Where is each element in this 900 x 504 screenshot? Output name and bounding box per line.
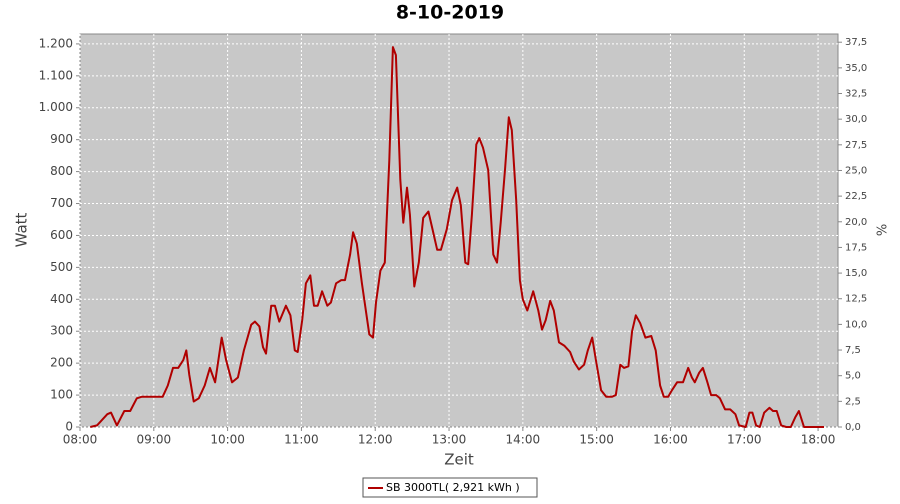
- y2-tick-label: 22,5: [845, 191, 867, 202]
- y-tick-label: 800: [50, 164, 73, 178]
- y2-tick-label: 20,0: [845, 217, 867, 228]
- x-tick-label: 08:00: [63, 433, 98, 447]
- y2-tick-label: 2,5: [845, 396, 861, 407]
- y-tick-label: 1.200: [39, 36, 73, 50]
- y2-tick-label: 25,0: [845, 165, 867, 176]
- x-tick-label: 09:00: [137, 433, 172, 447]
- x-axis-label: Zeit: [444, 451, 474, 469]
- y-tick-label: 200: [50, 356, 73, 370]
- y-tick-label: 500: [50, 260, 73, 274]
- x-tick-label: 15:00: [579, 433, 614, 447]
- y-tick-label: 1.000: [39, 100, 73, 114]
- x-tick-label: 18:00: [801, 433, 836, 447]
- y-axis-label: Watt: [13, 212, 31, 247]
- y-tick-label: 400: [50, 292, 73, 306]
- x-tick-label: 12:00: [358, 433, 393, 447]
- y2-tick-label: 7,5: [845, 345, 861, 356]
- plot-area: [79, 33, 839, 428]
- y-tick-label: 600: [50, 228, 73, 242]
- y-tick-label: 300: [50, 324, 73, 338]
- series-line: [90, 46, 824, 428]
- y2-tick-label: 32,5: [845, 89, 867, 100]
- y2-tick-label: 15,0: [845, 268, 867, 279]
- y2-tick-label: 30,0: [845, 114, 867, 125]
- x-tick-label: 14:00: [506, 433, 541, 447]
- x-tick-label: 13:00: [432, 433, 467, 447]
- legend-label: SB 3000TL( 2,921 kWh ): [386, 481, 520, 494]
- x-tick-label: 11:00: [284, 433, 319, 447]
- chart-title: 8-10-2019: [396, 2, 504, 24]
- y-tick-label: 900: [50, 132, 73, 146]
- y2-tick-label: 17,5: [845, 242, 867, 253]
- y2-tick-label: 35,0: [845, 63, 867, 74]
- y2-tick-label: 10,0: [845, 319, 867, 330]
- y2-tick-label: 0,0: [845, 422, 861, 433]
- y-tick-label: 700: [50, 196, 73, 210]
- x-tick-label: 17:00: [727, 433, 762, 447]
- y2-tick-label: 27,5: [845, 140, 867, 151]
- y2-tick-label: 12,5: [845, 294, 867, 305]
- y2-axis-label: %: [876, 224, 891, 236]
- y2-tick-label: 37,5: [845, 37, 867, 48]
- y2-tick-label: 5,0: [845, 371, 861, 382]
- x-tick-label: 10:00: [210, 433, 245, 447]
- legend: [362, 477, 538, 498]
- x-tick-label: 16:00: [653, 433, 688, 447]
- y-tick-label: 0: [65, 420, 73, 434]
- y-tick-label: 1.100: [39, 68, 73, 82]
- y-tick-label: 100: [50, 388, 73, 402]
